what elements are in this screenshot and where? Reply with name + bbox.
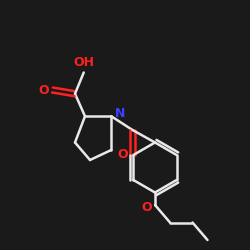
Text: O: O (117, 148, 128, 162)
Text: OH: OH (73, 56, 94, 69)
Text: O: O (141, 201, 152, 214)
Text: O: O (38, 84, 49, 96)
Text: N: N (115, 107, 125, 120)
